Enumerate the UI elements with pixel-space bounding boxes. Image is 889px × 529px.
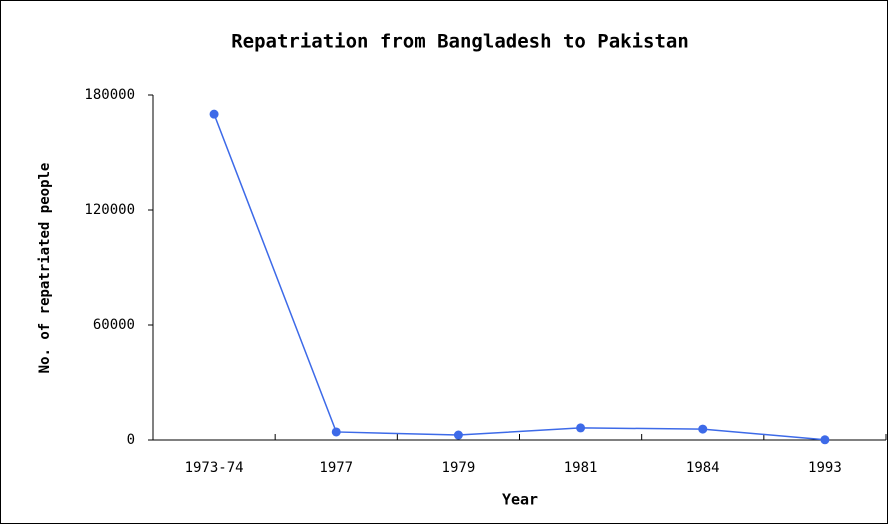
x-tick-label: 1981 — [564, 460, 598, 476]
x-tick-label: 1973-74 — [185, 460, 244, 476]
x-tick-label: 1984 — [686, 460, 720, 476]
y-tick-label: 120000 — [84, 202, 135, 218]
point — [820, 435, 830, 445]
line — [213, 113, 825, 441]
x-tick-label: 1977 — [319, 460, 353, 476]
point — [331, 427, 341, 437]
point — [209, 109, 219, 119]
point — [698, 424, 708, 434]
x-tick-label: 1979 — [442, 460, 476, 476]
y-tick-label: 60000 — [93, 317, 135, 333]
x-tick-label: 1993 — [808, 460, 842, 476]
point — [576, 423, 586, 433]
y-tick-label: 0 — [127, 432, 135, 448]
y-tick-label: 180000 — [84, 87, 135, 103]
x-axis-label: Year — [502, 491, 538, 509]
y-axis-label: No. of repatriated people — [37, 163, 53, 374]
point — [453, 430, 463, 440]
chart-title: Repatriation from Bangladesh to Pakistan — [231, 31, 689, 53]
